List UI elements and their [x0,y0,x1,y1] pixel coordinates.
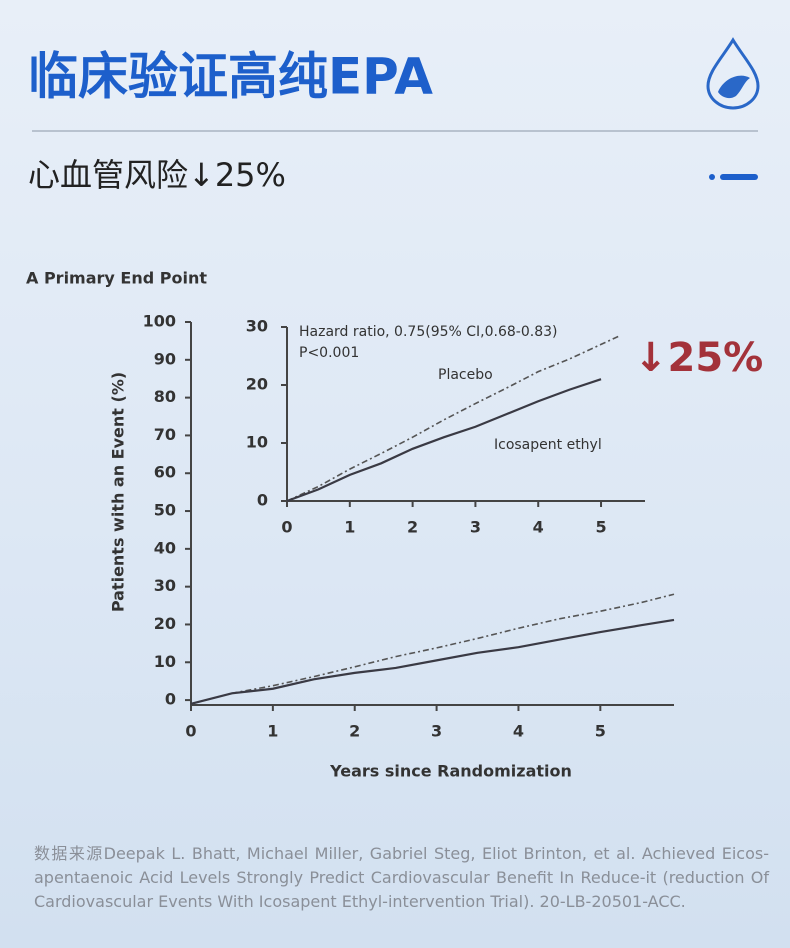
y-tick-label: 50 [154,501,176,520]
series-line [286,334,621,502]
logo [706,37,760,110]
y-tick-label: 30 [246,317,268,336]
x-tick-label: 4 [513,722,524,741]
x-tick-label: 1 [344,518,355,537]
x-tick-label: 2 [407,518,418,537]
x-axis-label: Years since Randomization [329,762,572,781]
series-line [190,593,675,705]
subtitle: 心血管风险↓25% [28,156,286,194]
y-tick-label: 10 [246,433,268,452]
x-tick-label: 5 [595,722,606,741]
x-tick-label: 4 [533,518,544,537]
y-tick-label: 40 [154,538,176,557]
y-tick-label: 10 [154,652,176,671]
y-tick-label: 100 [143,312,176,331]
x-tick-label: 3 [431,722,442,741]
series-line [287,368,632,501]
y-tick-label: 90 [154,349,176,368]
y-tick-label: 80 [154,387,176,406]
annotation: Hazard ratio, 0.75(95% CI,0.68-0.83) [299,324,557,340]
source-note: 数据来源Deepak L. Bhatt, Michael Miller, Gab… [34,844,769,911]
x-tick-label: 5 [595,518,606,537]
series-label: Icosapent ethyl [494,437,602,453]
y-tick-label: 20 [154,614,176,633]
x-tick-label: 3 [470,518,481,537]
y-tick-label: 0 [257,491,268,510]
x-tick-label: 2 [349,722,360,741]
annotation: P<0.001 [299,345,359,361]
y-tick-label: 60 [154,463,176,482]
chart-title: A Primary End Point [26,269,207,288]
x-tick-label: 0 [185,722,196,741]
decoration-bar [720,174,758,180]
series-label: Placebo [438,367,493,383]
series-line [190,618,675,705]
y-axis-label: Patients with an Event (%) [109,372,128,612]
callout: ↓25% [634,335,763,381]
decoration-dot [709,174,715,180]
x-tick-label: 1 [267,722,278,741]
y-tick-label: 20 [246,375,268,394]
y-tick-label: 30 [154,576,176,595]
page-title: 临床验证高纯EPA [28,48,433,106]
y-tick-label: 0 [165,690,176,709]
x-tick-label: 0 [281,518,292,537]
y-tick-label: 70 [154,425,176,444]
